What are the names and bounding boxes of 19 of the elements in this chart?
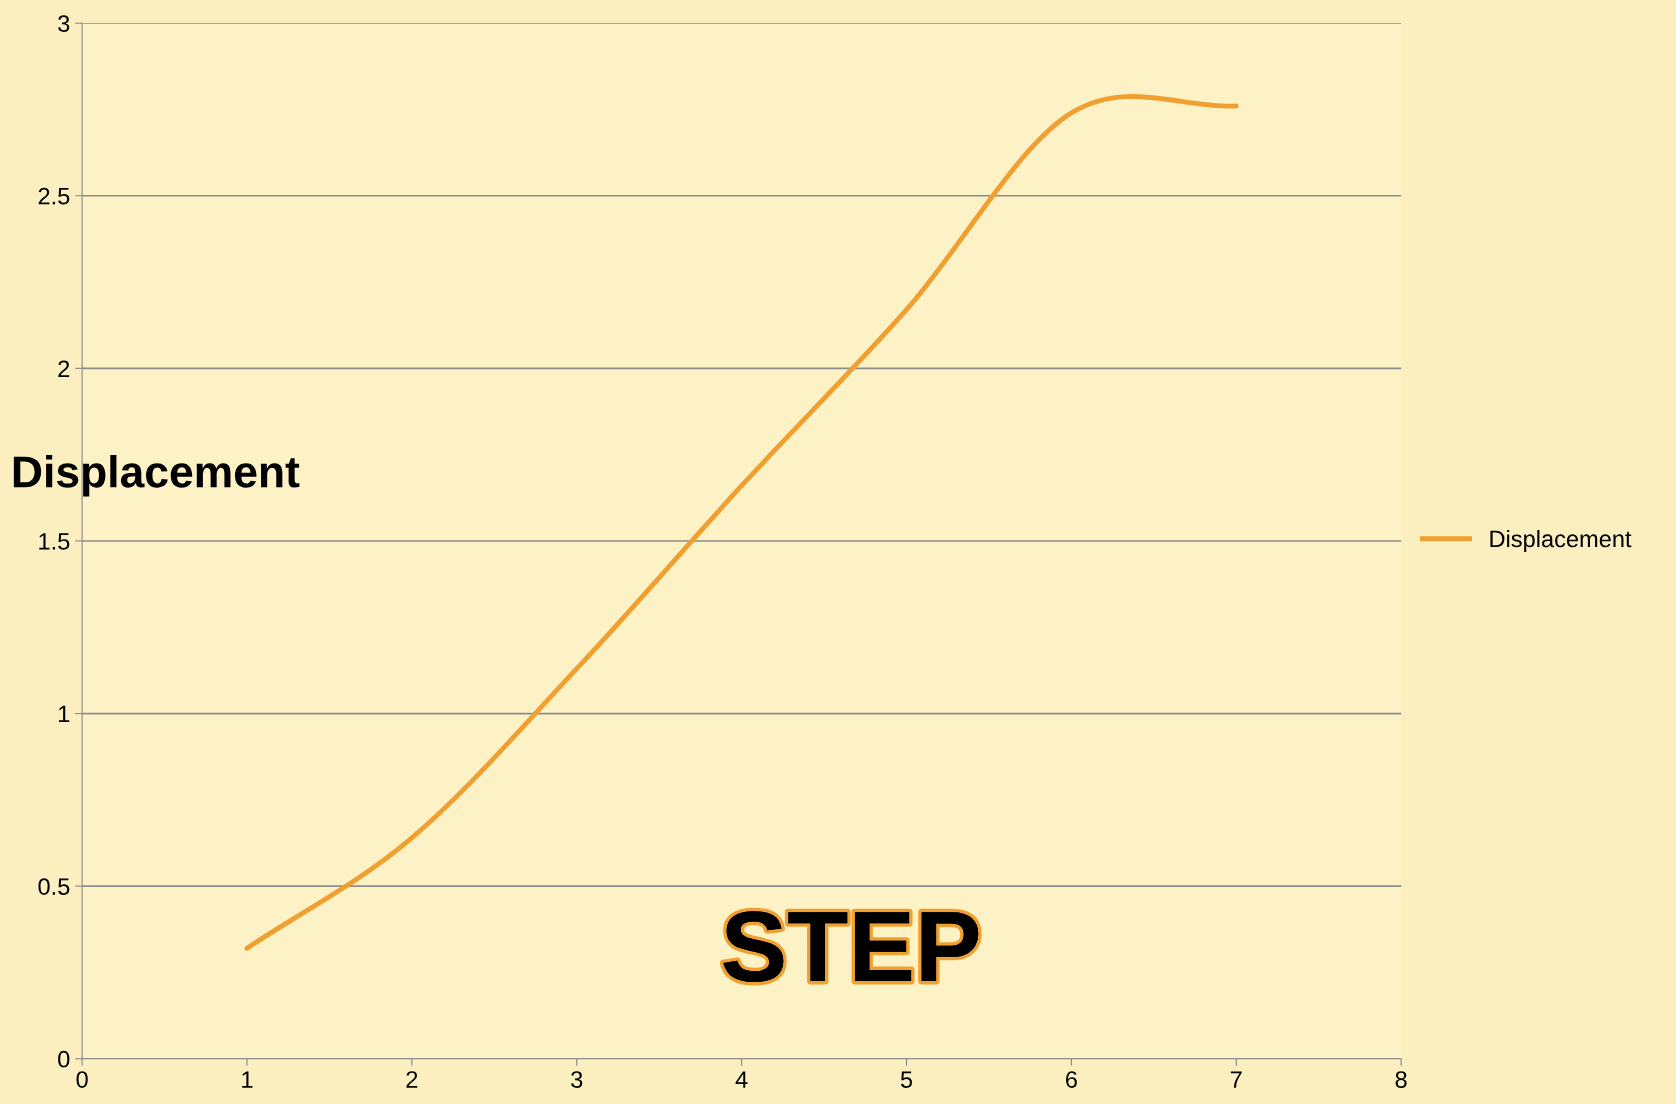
x-tick-label: 5: [900, 1071, 913, 1088]
x-tick-label: 6: [1066, 1071, 1077, 1088]
x-tick-label: 2: [406, 1071, 418, 1088]
x-tick-label: 7: [1230, 1071, 1242, 1088]
x-tick-label: 1: [242, 1071, 253, 1088]
y-tick-label: 0: [58, 1050, 70, 1068]
x-tick-label: 3: [571, 1071, 583, 1088]
y-tick-label: 2.5: [38, 187, 70, 205]
y-tick-label: 1.5: [39, 533, 70, 550]
y-tick-label: 2: [58, 360, 70, 377]
y-tick-label: 3: [58, 15, 70, 32]
y-tick-label: 0.5: [38, 878, 70, 895]
x-axis-title: STEP: [723, 911, 979, 983]
legend-label: Displacement: [1490, 529, 1632, 552]
x-tick-label: 0: [76, 1071, 88, 1088]
x-tick-label: 4: [735, 1071, 748, 1088]
y-tick-label: 1: [58, 705, 70, 723]
y-axis-title: Displacement: [13, 455, 300, 497]
x-tick-label: 8: [1395, 1071, 1407, 1088]
